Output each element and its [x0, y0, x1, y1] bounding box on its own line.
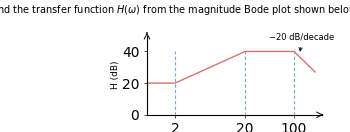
Text: −20 dB/decade: −20 dB/decade: [270, 33, 335, 51]
Text: Find the transfer function $H(\omega)$ from the magnitude Bode plot shown below.: Find the transfer function $H(\omega)$ f…: [0, 3, 350, 17]
Y-axis label: H (dB): H (dB): [111, 61, 120, 89]
